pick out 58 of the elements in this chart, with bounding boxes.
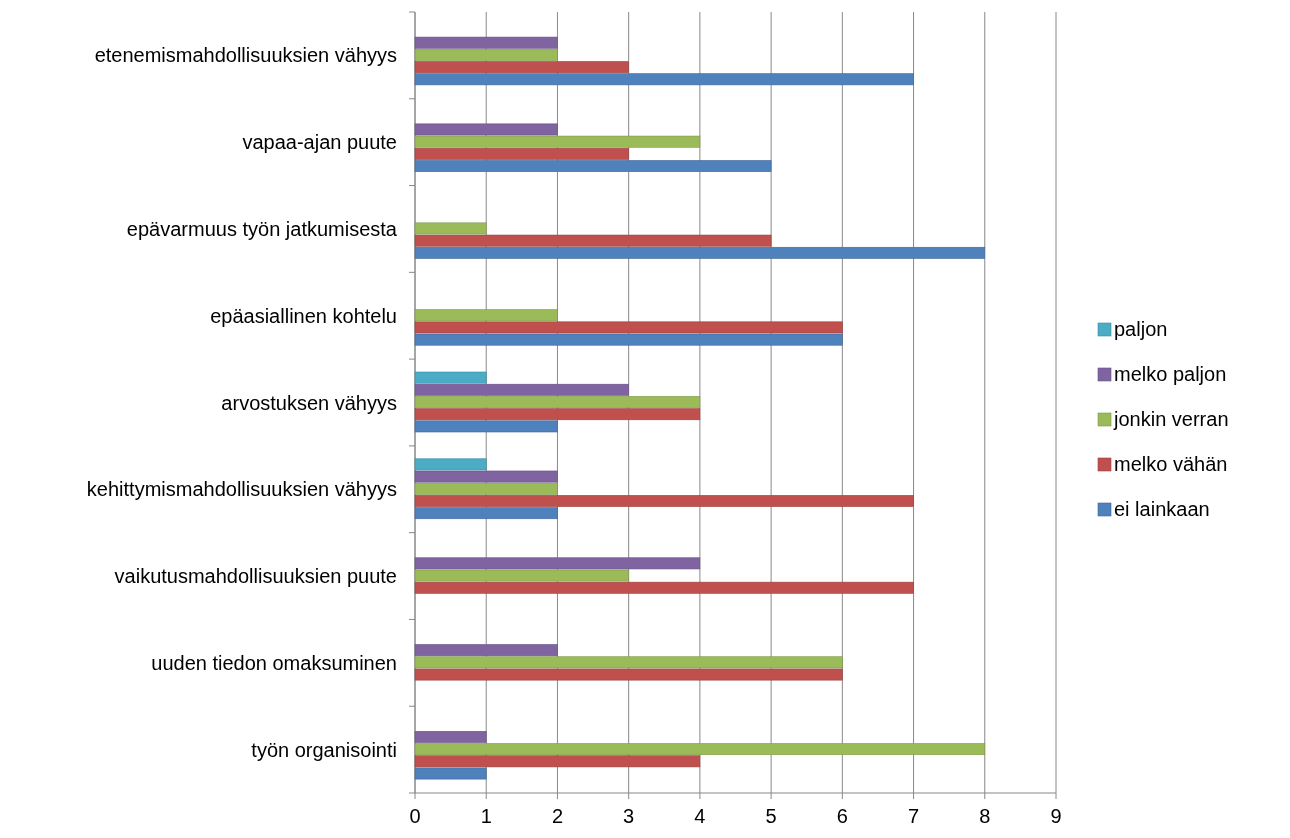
x-tick-label: 0 xyxy=(409,805,421,827)
bar xyxy=(414,234,772,247)
legend-label: melko vähän xyxy=(1114,453,1228,475)
bar xyxy=(414,309,558,322)
legend-label: melko paljon xyxy=(1114,363,1227,385)
bar xyxy=(414,482,558,495)
bar xyxy=(414,73,914,86)
y-tick-label: etenemismahdollisuuksien vähyys xyxy=(94,44,397,67)
legend-label: jonkin verran xyxy=(1113,408,1229,430)
bar xyxy=(414,383,629,396)
bar xyxy=(414,507,558,520)
bar xyxy=(414,656,843,669)
bar xyxy=(414,458,487,471)
y-tick-label: uuden tiedon omaksuminen xyxy=(151,651,397,674)
bar xyxy=(414,48,558,61)
bar xyxy=(414,135,701,148)
y-tick-label: epäasiallinen kohtelu xyxy=(210,304,397,327)
bar xyxy=(414,731,487,743)
bar xyxy=(414,668,843,681)
x-tick-label: 9 xyxy=(1050,805,1062,827)
x-tick-label: 2 xyxy=(551,805,564,827)
bar xyxy=(414,495,914,507)
bar xyxy=(414,61,629,73)
y-tick-label: vaikutusmahdollisuuksien puute xyxy=(114,565,397,588)
x-tick-label: 3 xyxy=(623,805,635,827)
y-tick-label: arvostuksen vähyys xyxy=(221,391,397,414)
x-tick-label: 1 xyxy=(480,805,492,827)
y-tick-label: vapaa-ajan puute xyxy=(242,131,397,154)
y-tick-label: työn organisointi xyxy=(251,738,397,761)
bar xyxy=(414,581,914,594)
bar xyxy=(414,569,629,582)
bar xyxy=(414,222,487,235)
x-tick-label: 8 xyxy=(979,805,991,827)
bar xyxy=(414,371,487,384)
bar xyxy=(414,767,487,780)
y-tick-label: epävarmuus työn jatkumisesta xyxy=(126,217,398,240)
y-tick-label: kehittymismahdollisuuksien vähyys xyxy=(86,478,397,501)
legend-label: paljon xyxy=(1114,318,1168,340)
bar xyxy=(414,321,843,334)
bar xyxy=(414,470,558,483)
x-tick-label: 4 xyxy=(694,805,706,827)
x-tick-label: 6 xyxy=(836,805,848,827)
legend-label: ei lainkaan xyxy=(1114,498,1210,520)
bar xyxy=(414,246,986,259)
bar xyxy=(414,755,701,768)
bar xyxy=(414,644,558,657)
bar xyxy=(414,420,558,433)
bar xyxy=(414,147,629,160)
bar xyxy=(414,36,558,49)
x-tick-label: 5 xyxy=(765,805,777,827)
bar xyxy=(414,396,701,408)
bar xyxy=(414,160,772,172)
bar xyxy=(414,123,558,136)
bar xyxy=(414,333,843,346)
x-tick-label: 7 xyxy=(907,805,920,827)
bar xyxy=(414,557,701,570)
bar xyxy=(414,743,986,756)
bar xyxy=(414,408,701,421)
